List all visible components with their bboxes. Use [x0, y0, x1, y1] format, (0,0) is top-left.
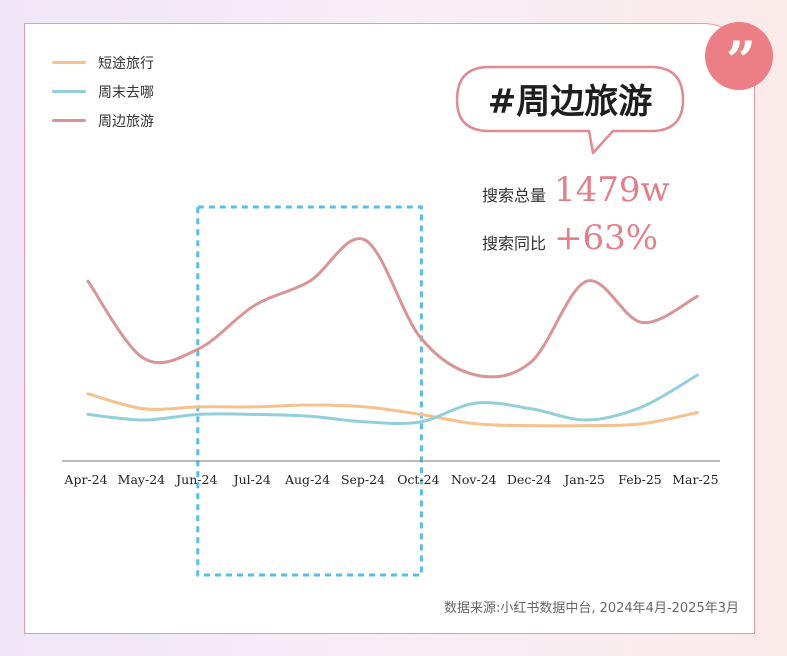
- legend-item-short-trip: 短途旅行: [52, 48, 154, 77]
- legend-label: 周边旅游: [98, 113, 154, 130]
- stat-search-yoy: 搜索同比 +63%: [482, 218, 658, 258]
- legend-swatch: [52, 119, 86, 122]
- x-tick-label: Nov-24: [451, 472, 497, 487]
- x-tick-label: Sep-24: [341, 472, 385, 487]
- series-short-trip-line: [86, 392, 699, 428]
- stat-label: 搜索同比: [482, 234, 547, 253]
- series-nearby-travel-line: [86, 237, 699, 379]
- hashtag-title: #周边旅游: [487, 82, 653, 122]
- legend-swatch: [52, 90, 86, 93]
- stat-search-total: 搜索总量 1479w: [482, 170, 670, 210]
- x-tick-label: May-24: [118, 472, 165, 487]
- quote-icon: ”: [705, 22, 773, 92]
- speech-bubble: [455, 65, 685, 155]
- highlight-box: [196, 205, 423, 577]
- legend-item-weekend: 周末去哪: [52, 77, 154, 106]
- legend: 短途旅行 周末去哪 周边旅游: [52, 48, 154, 135]
- stat-label: 搜索总量: [482, 186, 547, 205]
- legend-label: 短途旅行: [98, 55, 154, 72]
- x-tick-label: Jul-24: [232, 472, 271, 487]
- legend-item-nearby-travel: 周边旅游: [52, 106, 154, 135]
- x-tick-label: Mar-25: [672, 472, 718, 487]
- x-tick-label: Dec-24: [507, 472, 552, 487]
- x-tick-label: Aug-24: [284, 472, 330, 487]
- stat-value: +63%: [554, 218, 659, 258]
- x-tick-label: Feb-25: [618, 472, 662, 487]
- x-tick-label: Apr-24: [63, 472, 107, 487]
- x-tick-label: Jan-25: [562, 472, 605, 487]
- legend-swatch: [52, 61, 86, 64]
- source-note: 数据来源:小红书数据中台, 2024年4月-2025年3月: [443, 601, 739, 616]
- x-tick-label: Oct-24: [397, 472, 439, 487]
- legend-label: 周末去哪: [98, 84, 154, 101]
- series-weekend-line: [86, 373, 699, 425]
- x-tick-label: Jun-24: [174, 472, 217, 487]
- stat-value: 1479w: [554, 170, 670, 210]
